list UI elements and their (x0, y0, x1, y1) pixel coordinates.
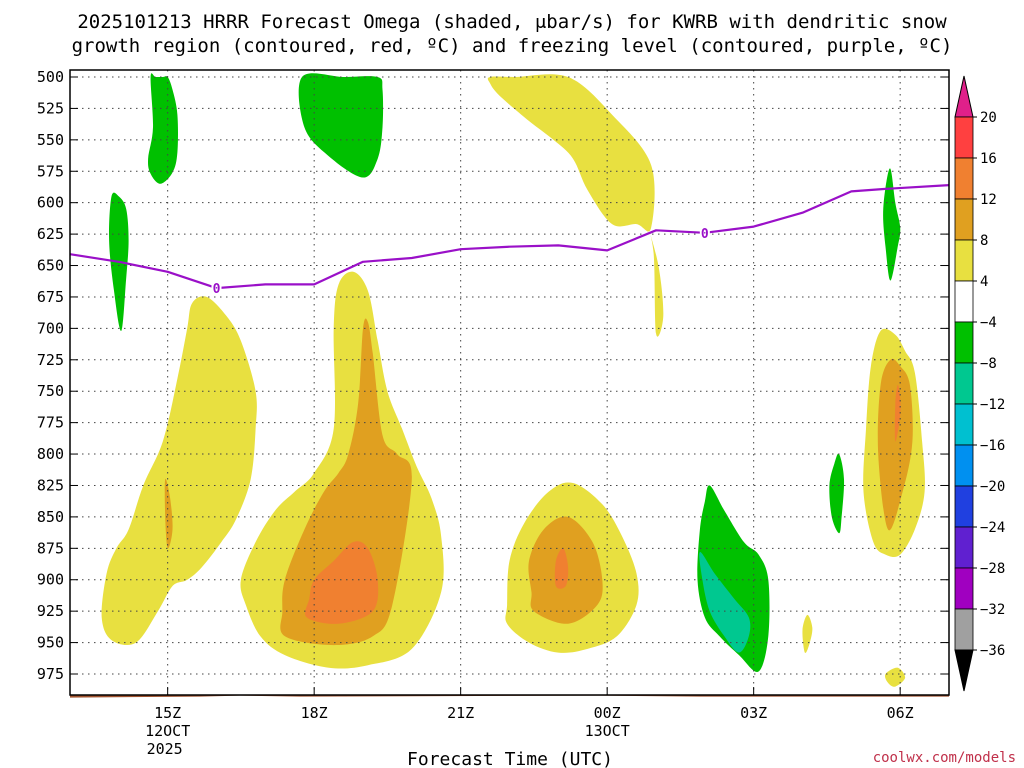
colorbar-segment (954, 608, 974, 651)
grid (70, 70, 949, 695)
omega-region-yellow-speck2 (884, 667, 906, 687)
x-tick-label: 18Z (301, 704, 328, 722)
colorbar-label: −12 (980, 397, 1005, 413)
colorbar-bottom-arrow (954, 649, 974, 692)
omega-region-green-upper-1 (148, 73, 178, 184)
x-tick-label: 06Z (887, 704, 914, 722)
y-tick-label: 925 (37, 602, 64, 620)
omega-region-orange-left (164, 478, 173, 549)
omega-region-orange-center (280, 318, 412, 646)
colorbar: 20 16 12 8 4 −4 −8 −12 −16 −20 −24 −28 −32 −36 (954, 75, 1005, 692)
freezing-level-label: 0 (213, 282, 221, 297)
colorbar-segment (954, 157, 974, 200)
y-tick-label: 800 (37, 445, 64, 463)
colorbar-segment (954, 116, 974, 159)
y-tick-label: 650 (37, 257, 64, 275)
colorbar-segment (954, 239, 974, 282)
omega-region-yellow-speck1 (802, 614, 813, 653)
omega-region-yellow-left (101, 296, 257, 646)
colorbar-label: −36 (980, 643, 1005, 659)
colorbar-label: 16 (980, 151, 997, 167)
watermark: coolwx.com/models (873, 750, 1016, 766)
colorbar-segment (954, 526, 974, 569)
colorbar-label: −20 (980, 479, 1005, 495)
colorbar-segment (954, 567, 974, 610)
omega-region-darkorange-lower (554, 548, 569, 589)
colorbar-label: 20 (980, 110, 997, 126)
omega-region-green-right (883, 168, 901, 281)
y-tick-label: 850 (37, 508, 64, 526)
y-tick-label: 950 (37, 634, 64, 652)
chart-title-line2: growth region (contoured, red, ºC) and f… (72, 35, 953, 57)
omega-region-green-small (829, 453, 845, 534)
freezing-level: 00 (69, 184, 950, 297)
colorbar-segment (954, 444, 974, 487)
y-tick-label: 600 (37, 194, 64, 212)
y-tick-label: 900 (37, 571, 64, 589)
y-tick-label: 625 (37, 225, 64, 243)
y-tick-label: 975 (37, 665, 64, 683)
y-axis: 500 525 550 575 600 625 650 675 700 725 750 775 800 8… (37, 68, 949, 683)
y-tick-label: 675 (37, 288, 64, 306)
omega-region-darkorange-center (304, 541, 379, 624)
colorbar-label: 12 (980, 192, 997, 208)
x-tick-label: 15Z (154, 704, 181, 722)
freezing-label-bg (699, 225, 710, 240)
chart-title-line1: 2025101213 HRRR Forecast Omega (shaded, … (77, 11, 947, 33)
colorbar-label: −4 (980, 315, 997, 331)
x-tick-date: 13OCT (585, 722, 630, 740)
colorbar-label: 8 (980, 233, 988, 249)
x-tick-label: 03Z (740, 704, 767, 722)
colorbar-segment (954, 198, 974, 241)
y-tick-label: 525 (37, 99, 64, 117)
x-tick-label: 00Z (594, 704, 621, 722)
omega-region-yellow-upper (487, 74, 655, 232)
omega-region-orange-right (877, 358, 913, 531)
y-tick-label: 725 (37, 351, 64, 369)
y-tick-label: 550 (37, 131, 64, 149)
freezing-level-line (69, 184, 950, 290)
colorbar-label: −24 (980, 520, 1005, 536)
y-tick-label: 775 (37, 414, 64, 432)
colorbar-top-arrow (954, 75, 974, 118)
omega-region-green-upper-2 (298, 73, 384, 178)
omega-region-green-lower (697, 485, 770, 672)
y-tick-label: 700 (37, 319, 64, 337)
y-tick-label: 825 (37, 476, 64, 494)
colorbar-label: −32 (980, 602, 1005, 618)
omega-region-teal-lower (699, 552, 751, 653)
plot-frame (69, 69, 950, 696)
x-tick-label: 21Z (447, 704, 474, 722)
omega-region-darkorange-right (894, 384, 901, 442)
x-tick-date: 12OCT (145, 722, 190, 740)
freezing-level-label: 0 (701, 227, 709, 242)
omega-shaded-regions (101, 73, 925, 687)
y-tick-label: 750 (37, 382, 64, 400)
colorbar-segment (954, 321, 974, 364)
omega-region-yellow-strip (646, 221, 664, 337)
colorbar-label: 4 (980, 274, 988, 290)
x-axis-title: Forecast Time (UTC) (407, 749, 613, 768)
y-tick-label: 500 (37, 68, 64, 86)
colorbar-segment (954, 362, 974, 405)
freezing-label-bg (211, 281, 222, 296)
colorbar-segment (954, 403, 974, 446)
colorbar-label: −28 (980, 561, 1005, 577)
colorbar-label: −8 (980, 356, 997, 372)
y-tick-label: 575 (37, 162, 64, 180)
colorbar-segment (954, 280, 974, 323)
x-tick-year: 2025 (147, 740, 183, 758)
y-tick-label: 875 (37, 539, 64, 557)
colorbar-label: −16 (980, 438, 1005, 454)
colorbar-segment (954, 485, 974, 528)
